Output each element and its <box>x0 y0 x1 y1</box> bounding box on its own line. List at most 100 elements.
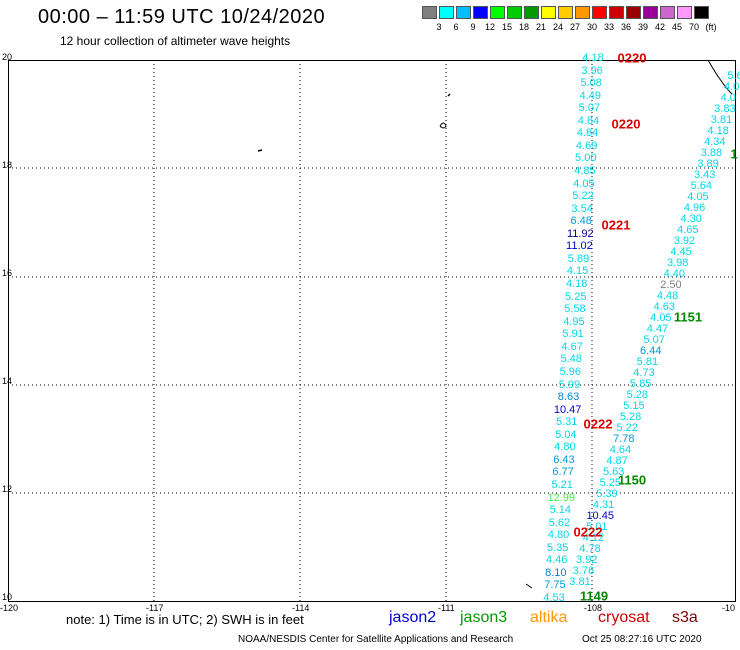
wave-height-label: 4.05 <box>687 191 709 203</box>
wave-height-label: 10.47 <box>553 403 582 416</box>
scale-swatch <box>541 6 556 19</box>
satellite-name-cryosat: cryosat <box>598 609 650 626</box>
wave-height-label: 3.83 <box>714 103 736 115</box>
wave-height-label: 3.43 <box>693 169 716 181</box>
wave-height-label: 5.15 <box>623 400 645 412</box>
wave-height-label: 5.04 <box>555 428 577 441</box>
wave-height-label: 4.0 <box>723 81 740 93</box>
scale-swatch <box>524 6 539 19</box>
x-axis-tick-label: -117 <box>146 603 164 613</box>
wave-height-label: 4.67 <box>561 340 583 353</box>
scale-swatch <box>439 6 454 19</box>
wave-height-label: 8.63 <box>557 391 580 404</box>
wave-height-label: 5.14 <box>549 504 572 517</box>
wave-height-label: 4.78 <box>579 543 601 555</box>
wave-height-label: 5.62 <box>548 516 571 529</box>
pass-time-label: 1151 <box>673 309 703 325</box>
y-axis-tick-label: 12 <box>2 484 13 494</box>
x-axis-tick-label: -10 <box>722 603 736 613</box>
wave-height-label: 3.54 <box>571 202 593 215</box>
coastline-shape <box>707 59 733 95</box>
wave-height-label: 5.07 <box>643 334 665 346</box>
wave-height-label: 4.80 <box>547 529 570 542</box>
scale-swatch <box>575 6 590 19</box>
scale-label: 24 <box>552 22 563 32</box>
wave-height-label: 5.81 <box>636 356 659 368</box>
wave-height-label: 4.40 <box>663 268 686 280</box>
pass-time-label: 1 <box>730 146 738 162</box>
wave-height-label: 10.45 <box>586 510 614 522</box>
wave-height-label: 4.63 <box>653 301 675 313</box>
wave-height-label: 5.31 <box>555 416 578 429</box>
scale-swatch <box>694 6 709 19</box>
scale-label: 42 <box>654 22 665 32</box>
wave-height-label: 5.22 <box>572 190 594 203</box>
wave-height-label: 5.01 <box>586 521 608 533</box>
pass-time-label: 0222 <box>573 524 603 540</box>
wave-height-label: 4.87 <box>606 455 628 467</box>
wave-height-label: 4.53 <box>543 592 565 604</box>
pass-time-label: 1150 <box>617 472 647 488</box>
island-shape <box>447 93 451 97</box>
wave-height-label: 6.48 <box>570 215 592 228</box>
scale-label: 9 <box>470 22 476 32</box>
wave-height-label: 4.95 <box>563 315 585 328</box>
wave-height-label: 5.07 <box>578 102 601 115</box>
wave-height-label: 4.49 <box>579 89 601 102</box>
wave-height-label: 4.64 <box>609 444 632 456</box>
scale-swatch <box>456 6 471 19</box>
wave-height-label: 4.18 <box>707 125 729 137</box>
wave-height-label: 3.81 <box>569 576 591 588</box>
wave-height-label: 3.92 <box>673 235 696 247</box>
scale-label: 12 <box>484 22 495 32</box>
island-shape <box>439 122 447 129</box>
wave-height-label: 4.46 <box>546 554 568 567</box>
scale-label: 39 <box>637 22 648 32</box>
x-axis-tick-label: -108 <box>584 603 603 613</box>
wave-height-label: 3.98 <box>666 257 689 269</box>
wave-height-label: 4.30 <box>680 213 702 225</box>
scale-swatch <box>609 6 624 19</box>
scale-label: 36 <box>620 22 631 32</box>
y-axis-tick-label: 18 <box>2 160 13 170</box>
scale-label: 45 <box>671 22 682 32</box>
wave-height-label: 11.92 <box>566 227 594 240</box>
wave-height-label: 5.58 <box>564 303 586 316</box>
wave-height-label: 4.45 <box>670 246 692 258</box>
wave-height-label: 4.18 <box>582 52 604 64</box>
wave-height-label: 4.48 <box>656 290 679 302</box>
wave-height-label: 7.78 <box>613 433 635 445</box>
pass-time-label: 0220 <box>617 50 647 66</box>
y-axis-tick-label: 14 <box>2 376 13 386</box>
wave-height-label: 5.91 <box>562 328 584 341</box>
pass-time-label: 0220 <box>611 116 641 132</box>
wave-height-label: 3.89 <box>697 158 719 170</box>
pass-time-label: 0222 <box>583 416 613 432</box>
wave-height-label: 4.05 <box>573 177 595 190</box>
wave-height-label: 7.75 <box>544 579 566 592</box>
wave-height-label: 5.64 <box>690 180 713 192</box>
y-axis-tick-label: 20 <box>2 52 13 62</box>
wave-height-label: 4.15 <box>566 265 589 278</box>
wave-height-label: 6.77 <box>552 466 574 479</box>
wave-height-label: 5.6 <box>727 70 740 82</box>
y-axis-tick-label: 10 <box>2 592 13 602</box>
wave-height-label: 12.99 <box>547 491 576 504</box>
scale-label: 3 <box>436 22 442 32</box>
wave-height-label: 5.25 <box>599 477 622 489</box>
wave-height-label: 4.18 <box>565 278 588 291</box>
scale-swatch <box>677 6 692 19</box>
y-axis-tick-label: 16 <box>2 268 13 278</box>
scale-swatch <box>626 6 641 19</box>
scale-label: 21 <box>535 22 546 32</box>
wave-height-label: 4.12 <box>582 532 605 544</box>
scale-swatch <box>490 6 505 19</box>
scale-swatch <box>422 6 437 19</box>
scale-swatch <box>660 6 675 19</box>
wave-height-label: 11.02 <box>566 240 593 253</box>
wave-height-label: 4.80 <box>554 441 576 454</box>
wave-height-label: 3.92 <box>576 554 598 566</box>
wave-height-label: 8.10 <box>545 566 567 579</box>
wave-height-label: 4.65 <box>677 224 699 236</box>
wave-height-label: 3.96 <box>581 64 603 77</box>
